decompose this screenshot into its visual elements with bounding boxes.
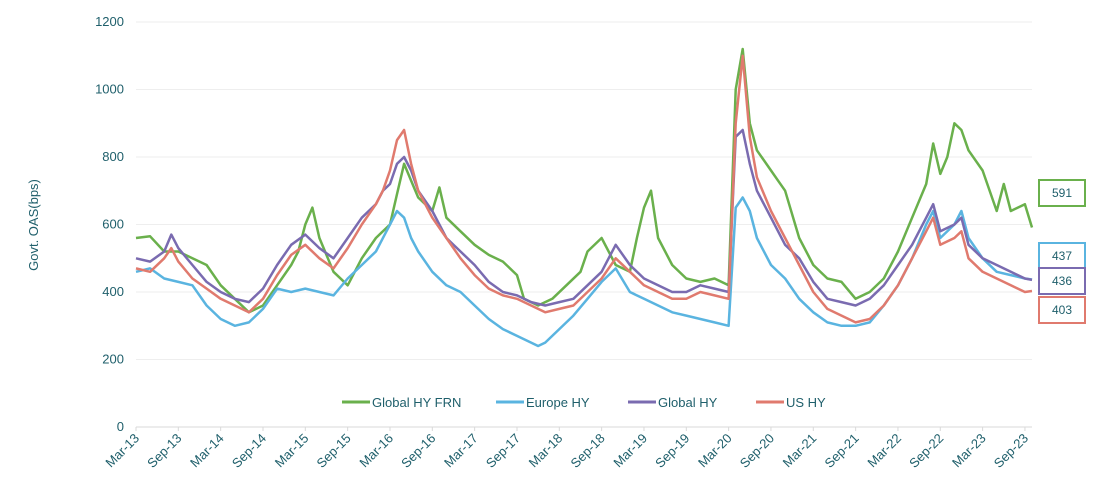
x-tick-label: Mar-21	[780, 431, 820, 471]
y-axis-ticks: 0 200 400 600 800 1000 1200	[95, 14, 124, 434]
end-value-label: 403	[1052, 303, 1072, 317]
y-tick-label: 800	[102, 149, 124, 164]
end-value-label: 436	[1052, 274, 1072, 288]
x-tick-label: Mar-22	[864, 431, 904, 471]
series-line-global-hy-frn	[135, 47, 1034, 314]
x-tick-label: Sep-19	[652, 431, 692, 471]
x-tick-label: Sep-16	[398, 431, 438, 471]
x-tick-label: Sep-13	[144, 431, 184, 471]
x-tick-label: Sep-14	[229, 431, 269, 471]
x-tick-label: Mar-13	[102, 431, 142, 471]
legend-label: Global HY	[658, 395, 718, 410]
series-lines	[135, 47, 1034, 348]
x-tick-label: Sep-18	[568, 431, 608, 471]
series-line-global-hy	[135, 128, 1033, 307]
y-axis-label: Govt. OAS(bps)	[26, 179, 41, 271]
series-line-us-hy	[135, 54, 1033, 324]
y-tick-label: 200	[102, 352, 124, 367]
end-value-labels: 591 437 436 403	[1038, 179, 1086, 324]
x-tick-label: Mar-19	[610, 431, 650, 471]
y-tick-label: 1200	[95, 14, 124, 29]
end-value-box	[1038, 179, 1086, 207]
x-tick-label: Mar-16	[356, 431, 396, 471]
x-tick-label: Mar-20	[695, 431, 735, 471]
series-line-europe-hy	[135, 196, 1033, 348]
x-tick-label: Sep-21	[821, 431, 861, 471]
legend-label: Europe HY	[526, 395, 590, 410]
x-tick-label: Mar-23	[949, 431, 989, 471]
x-tick-label: Sep-20	[737, 431, 777, 471]
y-tick-label: 400	[102, 284, 124, 299]
legend-label: US HY	[786, 395, 826, 410]
y-tick-label: 600	[102, 217, 124, 232]
x-tick-label: Mar-17	[441, 431, 481, 471]
end-value-box	[1038, 267, 1086, 295]
legend: Global HY FRN Europe HY Global HY US HY	[342, 395, 826, 410]
x-axis-ticks: Mar-13 Sep-13 Mar-14 Sep-14 Mar-15 Sep-15 Mar-…	[102, 427, 1031, 471]
x-tick-label: Sep-23	[991, 431, 1031, 471]
gridlines	[136, 21, 1032, 360]
end-value-label: 437	[1052, 249, 1072, 263]
end-value-label: 591	[1052, 186, 1072, 200]
x-tick-label: Mar-14	[187, 431, 227, 471]
x-tick-label: Mar-15	[272, 431, 312, 471]
end-value-box	[1038, 242, 1086, 270]
y-tick-label: 0	[117, 419, 124, 434]
x-tick-label: Sep-15	[314, 431, 354, 471]
legend-label: Global HY FRN	[372, 395, 461, 410]
x-tick-label: Sep-17	[483, 431, 523, 471]
x-tick-label: Sep-22	[906, 431, 946, 471]
x-tick-label: Mar-18	[526, 431, 566, 471]
y-tick-label: 1000	[95, 82, 124, 97]
end-value-box	[1038, 296, 1086, 324]
